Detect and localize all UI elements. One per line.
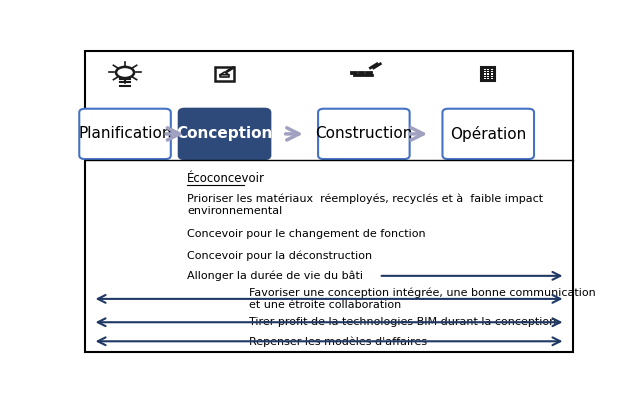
Text: Favoriser une conception intégrée, une bonne communication
et une étroite collab: Favoriser une conception intégrée, une b…: [249, 287, 596, 310]
Text: Concevoir pour la déconstruction: Concevoir pour la déconstruction: [187, 250, 372, 261]
FancyBboxPatch shape: [490, 73, 493, 75]
FancyBboxPatch shape: [490, 75, 493, 77]
FancyBboxPatch shape: [359, 72, 365, 74]
FancyBboxPatch shape: [483, 73, 486, 75]
FancyBboxPatch shape: [483, 71, 486, 72]
FancyBboxPatch shape: [366, 72, 372, 74]
FancyBboxPatch shape: [490, 71, 493, 72]
FancyBboxPatch shape: [487, 73, 489, 75]
Text: Prioriser les matériaux  réemployés, recyclés et à  faible impact
environnementa: Prioriser les matériaux réemployés, recy…: [187, 193, 543, 216]
FancyBboxPatch shape: [351, 72, 357, 74]
Text: Concevoir pour le changement de fonction: Concevoir pour le changement de fonction: [187, 229, 426, 239]
FancyBboxPatch shape: [483, 75, 486, 77]
FancyBboxPatch shape: [490, 69, 493, 70]
Text: Construction: Construction: [315, 126, 413, 141]
Text: Planification: Planification: [78, 126, 172, 141]
Text: Allonger la durée de vie du bâti: Allonger la durée de vie du bâti: [187, 271, 363, 281]
Text: Tirer profit de la technologies BIM durant la conception: Tirer profit de la technologies BIM dura…: [249, 317, 557, 327]
FancyBboxPatch shape: [442, 109, 534, 159]
FancyBboxPatch shape: [482, 67, 495, 81]
FancyBboxPatch shape: [487, 69, 489, 70]
FancyBboxPatch shape: [487, 71, 489, 72]
Text: Opération: Opération: [450, 126, 526, 142]
FancyBboxPatch shape: [483, 69, 486, 70]
FancyBboxPatch shape: [178, 109, 270, 159]
Text: Écoconcevoir: Écoconcevoir: [187, 172, 265, 185]
FancyBboxPatch shape: [483, 78, 486, 79]
Text: Repenser les modèles d'affaires: Repenser les modèles d'affaires: [249, 336, 428, 347]
FancyBboxPatch shape: [490, 78, 493, 79]
Text: Conception: Conception: [177, 126, 273, 141]
FancyBboxPatch shape: [487, 78, 489, 79]
FancyBboxPatch shape: [487, 75, 489, 77]
FancyBboxPatch shape: [79, 109, 171, 159]
FancyBboxPatch shape: [367, 75, 373, 77]
FancyBboxPatch shape: [361, 75, 367, 77]
FancyBboxPatch shape: [354, 75, 360, 77]
FancyBboxPatch shape: [318, 109, 410, 159]
